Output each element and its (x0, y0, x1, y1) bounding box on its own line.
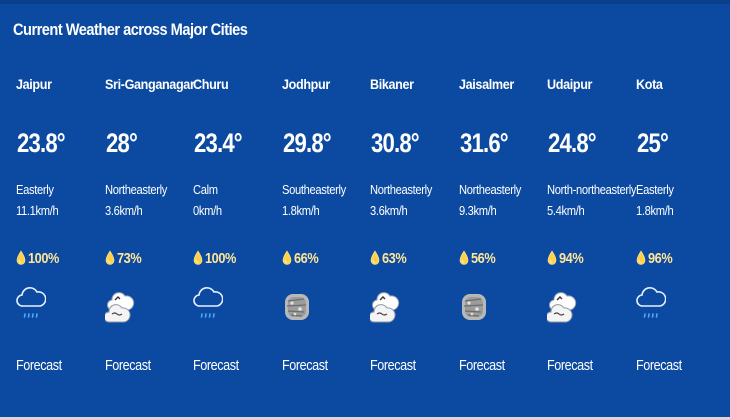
humidity-value: 96% (648, 249, 673, 267)
city-name[interactable]: Jaisalmer (459, 76, 514, 92)
rain-cloud-icon (193, 284, 224, 326)
temperature: 24.8° (548, 128, 597, 158)
forecast-link[interactable]: Forecast (547, 357, 593, 374)
humidity: 66% (282, 248, 323, 268)
forecast-link[interactable]: Forecast (370, 357, 416, 374)
humidity-drop-icon (547, 250, 557, 265)
humidity-drop-icon (636, 250, 646, 265)
wind-speed: 9.3km/h (459, 203, 497, 218)
city-name[interactable]: Bikaner (370, 76, 414, 92)
temperature: 28° (106, 128, 138, 158)
wind-speed: 5.4km/h (547, 203, 585, 218)
forecast-link[interactable]: Forecast (16, 357, 62, 374)
humidity-value: 100% (205, 249, 236, 267)
haze-icon (282, 284, 312, 326)
city-name[interactable]: Jodhpur (282, 76, 330, 92)
forecast-link[interactable]: Forecast (459, 357, 505, 374)
cloudy-icon (545, 284, 577, 326)
temperature: 30.8° (371, 128, 420, 158)
humidity-drop-icon (459, 250, 469, 265)
haze-icon (459, 284, 489, 326)
humidity-drop-icon (16, 250, 26, 265)
humidity-value: 63% (382, 249, 407, 267)
temperature: 23.4° (194, 128, 243, 158)
forecast-link[interactable]: Forecast (105, 357, 151, 374)
humidity-value: 100% (28, 249, 59, 267)
wind-direction: Easterly (636, 182, 674, 197)
temperature: 29.8° (283, 128, 332, 158)
wind-direction: Southeasterly (282, 182, 346, 197)
forecast-link[interactable]: Forecast (282, 357, 328, 374)
city-name[interactable]: Sri-Ganganagar (105, 76, 195, 92)
humidity: 73% (105, 248, 146, 268)
cloudy-icon (103, 284, 135, 326)
wind-direction: Northeasterly (105, 182, 168, 197)
wind-speed: 1.8km/h (636, 203, 674, 218)
temperature: 25° (637, 128, 669, 158)
humidity-drop-icon (370, 250, 380, 265)
forecast-link[interactable]: Forecast (193, 357, 239, 374)
widget-title: Current Weather across Major Cities (13, 20, 248, 39)
wind-direction: Easterly (16, 182, 54, 197)
humidity-drop-icon (193, 250, 203, 265)
city-name[interactable]: Kota (636, 76, 663, 92)
wind-speed: 11.1km/h (16, 203, 59, 218)
wind-direction: Calm (193, 182, 218, 197)
humidity: 63% (370, 248, 411, 268)
rain-cloud-icon (16, 284, 47, 326)
humidity-value: 56% (471, 249, 496, 267)
wind-direction: Northeasterly (370, 182, 433, 197)
humidity: 56% (459, 248, 500, 268)
temperature: 31.6° (460, 128, 509, 158)
wind-direction: Northeasterly (459, 182, 522, 197)
humidity-value: 94% (559, 249, 584, 267)
wind-speed: 3.6km/h (105, 203, 143, 218)
humidity: 100% (193, 248, 241, 268)
city-name[interactable]: Churu (193, 76, 229, 92)
humidity-drop-icon (282, 250, 292, 265)
humidity: 94% (547, 248, 588, 268)
rain-cloud-icon (636, 284, 667, 326)
city-name[interactable]: Jaipur (16, 76, 52, 92)
temperature: 23.8° (17, 128, 66, 158)
wind-speed: 1.8km/h (282, 203, 320, 218)
humidity-value: 66% (294, 249, 319, 267)
humidity-drop-icon (105, 250, 115, 265)
wind-speed: 0km/h (193, 203, 222, 218)
wind-speed: 3.6km/h (370, 203, 408, 218)
wind-direction: North-northeasterly (547, 182, 637, 197)
humidity: 100% (16, 248, 64, 268)
city-name[interactable]: Udaipur (547, 76, 593, 92)
cloudy-icon (368, 284, 400, 326)
forecast-link[interactable]: Forecast (636, 357, 682, 374)
humidity: 96% (636, 248, 677, 268)
humidity-value: 73% (117, 249, 142, 267)
